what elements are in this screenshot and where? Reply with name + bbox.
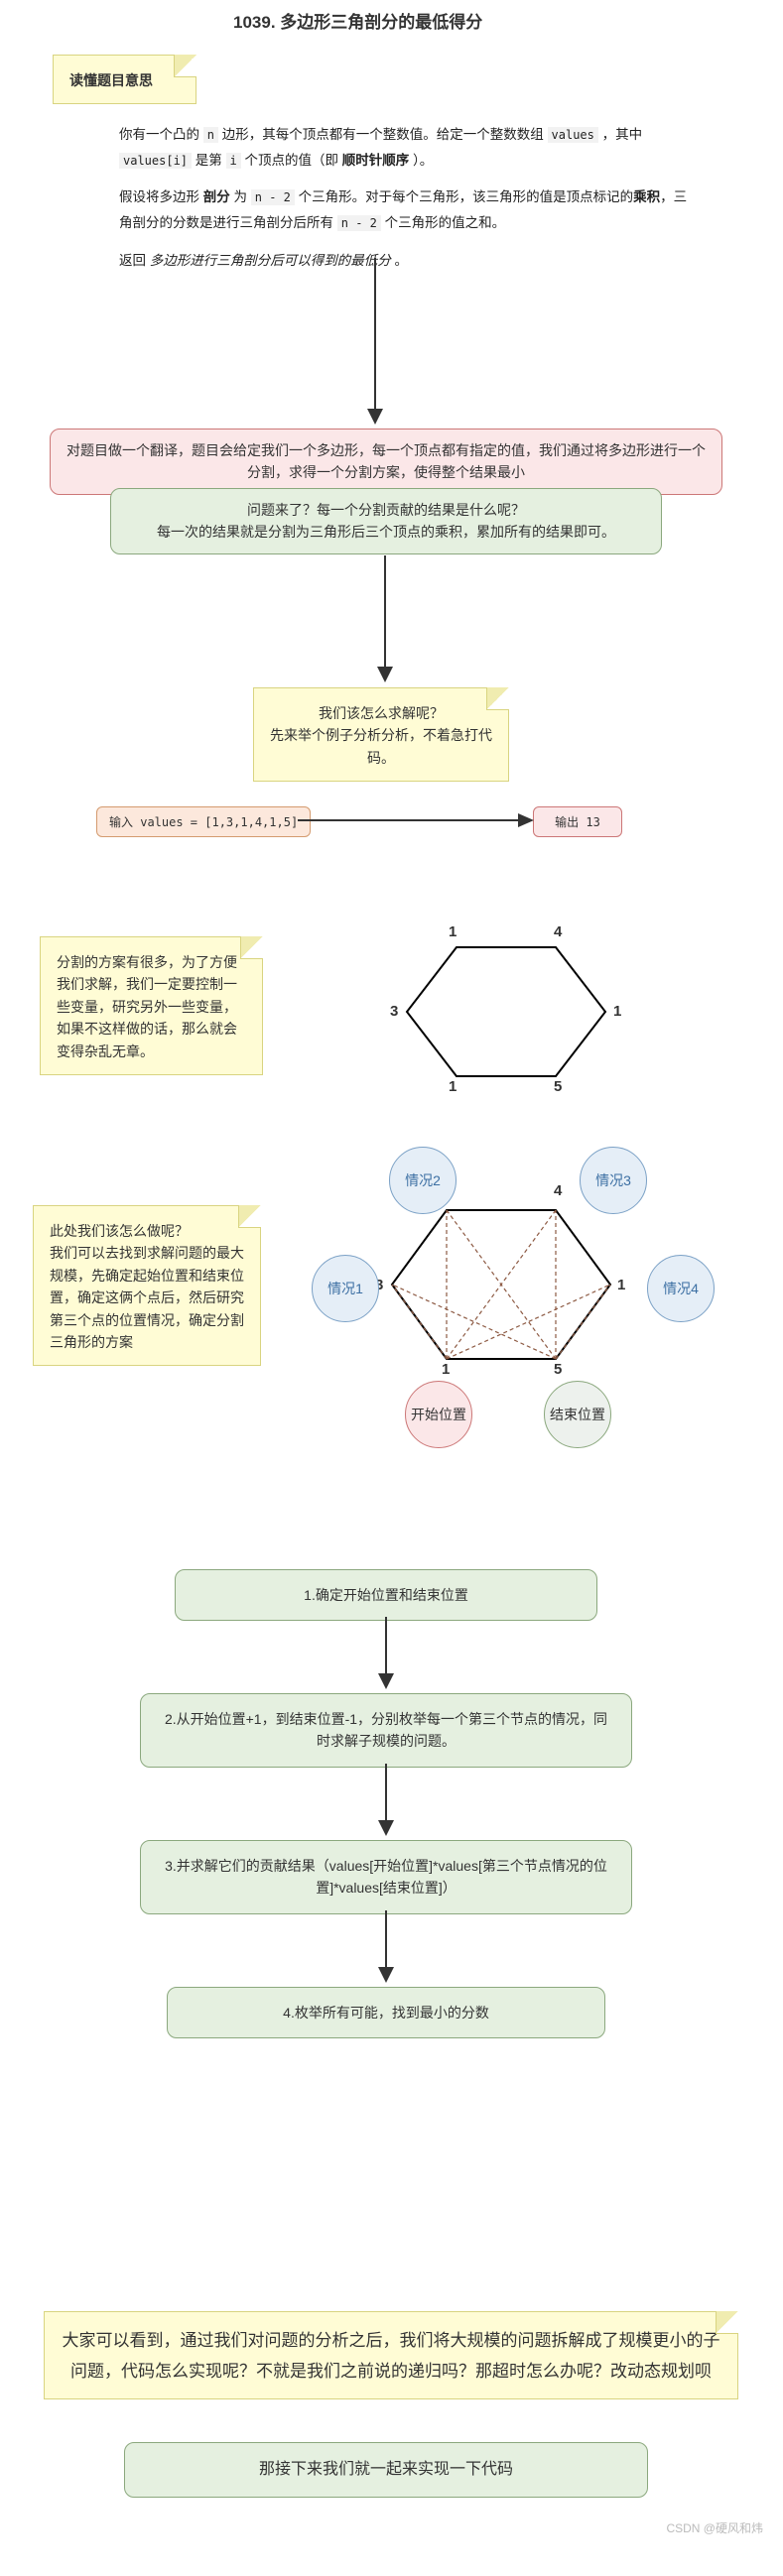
step-4: 4.枚举所有可能，找到最小的分数 <box>167 1987 605 2038</box>
start-badge: 开始位置 <box>405 1381 472 1448</box>
input-box: 输入 values = [1,3,1,4,1,5] <box>96 806 311 837</box>
problem-description: 你有一个凸的 n 边形，其每个顶点都有一个整数值。给定一个整数数组 values… <box>119 122 695 273</box>
note-control-vars: 分割的方案有很多，为了方便我们求解，我们一定要控制一些变量，研究另外一些变量，如… <box>40 936 263 1075</box>
note-example: 我们该怎么求解呢？ 先来举个例子分析分析，不着急打代码。 <box>253 687 509 782</box>
watermark: CSDN @硬风和炜 <box>666 2519 763 2536</box>
question-box: 问题来了？每一个分割贡献的结果是什么呢？ 每一次的结果就是分割为三角形后三个顶点… <box>110 488 662 554</box>
note-approach: 此处我们该怎么做呢？ 我们可以去找到求解问题的最大规模，先确定起始位置和结束位置… <box>33 1205 261 1366</box>
arrow-s1 <box>374 1617 398 1691</box>
arrow-io <box>298 810 536 830</box>
arrow-down-2 <box>373 555 397 684</box>
step-2: 2.从开始位置+1，到结束位置-1，分别枚举每一个第三个节点的情况，同时求解子规… <box>140 1693 632 1768</box>
translate-box: 对题目做一个翻译，题目会给定我们一个多边形，每一个顶点都有指定的值，我们通过将多… <box>50 429 722 495</box>
arrow-s3 <box>374 1910 398 1985</box>
case4-badge: 情况4 <box>647 1255 715 1322</box>
case3-badge: 情况3 <box>580 1147 647 1214</box>
step-next: 那接下来我们就一起来实现一下代码 <box>124 2442 648 2498</box>
end-badge: 结束位置 <box>544 1381 611 1448</box>
note-intro: 读懂题目意思 <box>53 55 196 104</box>
step-1: 1.确定开始位置和结束位置 <box>175 1569 597 1621</box>
arrow-down-1 <box>363 258 387 427</box>
output-box: 输出 13 <box>533 806 622 837</box>
step-3: 3.并求解它们的贡献结果（values[开始位置]*values[第三个节点情况… <box>140 1840 632 1914</box>
arrow-s2 <box>374 1764 398 1838</box>
hexagon-plain: 1 4 1 5 1 3 <box>357 918 655 1116</box>
page-title: 1039. 多边形三角剖分的最低得分 <box>233 8 482 33</box>
case2-badge: 情况2 <box>389 1147 457 1214</box>
case1-badge: 情况1 <box>312 1255 379 1322</box>
hexagon-cases: 1 4 1 5 1 3 情况1 情况2 情况3 情况4 开始位置 结束位置 <box>298 1161 734 1478</box>
note-conclusion: 大家可以看到，通过我们对问题的分析之后，我们将大规模的问题拆解成了规模更小的子问… <box>44 2311 738 2399</box>
